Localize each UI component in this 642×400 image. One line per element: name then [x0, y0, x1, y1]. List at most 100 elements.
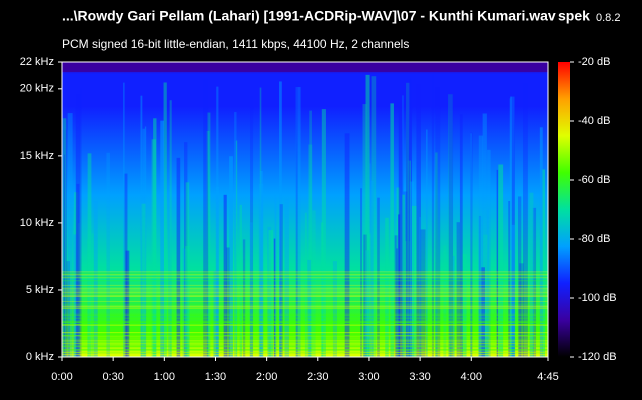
- spectrum-streak: [258, 183, 264, 357]
- spectrum-streak: [478, 216, 483, 357]
- spectrum-band: [62, 295, 548, 297]
- spectrum-band: [62, 315, 548, 317]
- spectrum-band: [62, 307, 548, 309]
- spectrum-streak: [242, 239, 246, 357]
- spectrum-streak: [479, 215, 481, 357]
- spectrum-band: [62, 294, 548, 296]
- spectrum-streak: [478, 135, 484, 357]
- spectrum-streak: [496, 169, 499, 357]
- spectrum-streak: [377, 197, 380, 357]
- spectrum-band: [62, 342, 548, 344]
- spectrum-band: [62, 324, 548, 326]
- spectrum-streak: [62, 129, 67, 357]
- spectrum-band: [62, 307, 548, 309]
- spectrum-streak: [344, 133, 350, 357]
- spectrum-band: [62, 332, 548, 334]
- app-version: 0.8.2: [596, 12, 620, 24]
- spectrum-streak: [523, 83, 528, 357]
- spectrum-streak: [284, 199, 289, 357]
- spectrum-streak: [397, 214, 401, 357]
- spectrum-streak: [456, 222, 460, 357]
- spectrum-streak: [518, 196, 522, 357]
- y-tick-label: 22 kHz: [20, 56, 54, 68]
- spectrum-streak: [371, 76, 377, 357]
- x-tick-label: 3:00: [358, 371, 379, 383]
- spectrum-streak: [409, 181, 415, 357]
- spectrum-band: [62, 321, 548, 323]
- spectrum-band: [62, 323, 548, 325]
- spectrum-streak: [390, 103, 394, 357]
- spectrum-streak: [396, 248, 399, 357]
- spectrum-band: [62, 292, 548, 294]
- spectrum-streak: [459, 114, 463, 357]
- spectrum-streak: [487, 149, 491, 357]
- spectrum-streak: [529, 204, 534, 357]
- file-title: ...\Rowdy Gari Pellam (Lahari) [1991-ACD…: [62, 8, 556, 24]
- spectrum-band: [62, 305, 548, 307]
- spectrum-streak: [483, 234, 488, 357]
- spectrum-streak: [435, 152, 438, 357]
- spectrum-streak: [321, 109, 326, 357]
- spectrum-band: [62, 277, 548, 279]
- spectrum-band: [62, 280, 548, 282]
- spectrum-streak: [363, 234, 367, 357]
- spectrum-streak: [511, 224, 516, 357]
- spectrum-streak: [182, 248, 187, 357]
- spectrum-streak: [470, 132, 473, 357]
- spectrum-streak: [486, 209, 489, 357]
- spectrum-band: [62, 349, 548, 351]
- spectrum-streak: [482, 113, 487, 357]
- spectrum-streak: [419, 217, 422, 357]
- spectrum-streak: [450, 255, 452, 357]
- spectrum-streak: [75, 94, 81, 357]
- plot-frame: [61, 61, 549, 358]
- spectrum-streak: [370, 180, 374, 357]
- spectrum-streak: [141, 203, 146, 357]
- spectrum-streak: [226, 247, 230, 357]
- spectrum-band: [62, 338, 548, 340]
- spectrum-streak: [160, 120, 164, 357]
- x-tick-label: 0:00: [51, 371, 72, 383]
- spectrum-band: [62, 293, 548, 295]
- spectrum-streak: [66, 261, 71, 357]
- spectrum-band: [62, 349, 548, 351]
- spectrum-streak: [185, 182, 190, 357]
- spectrum-streak: [470, 133, 472, 357]
- subtitle: PCM signed 16-bit little-endian, 1411 kb…: [62, 37, 409, 51]
- spectrum-streak: [123, 82, 125, 357]
- spectrum-streak: [407, 160, 411, 357]
- spectrum-streak: [142, 128, 146, 357]
- spectrum-streak: [239, 204, 242, 357]
- x-tick-label: 1:30: [205, 371, 226, 383]
- spectrum-streak: [539, 127, 543, 357]
- spectrum-streak: [369, 163, 371, 357]
- spectrum-band: [62, 344, 548, 346]
- spectrum-streak: [362, 104, 367, 357]
- spectrum-streak: [207, 112, 211, 357]
- spectrum-band: [62, 284, 548, 286]
- spectrum-streak: [498, 164, 504, 357]
- x-tick-label: 4:45: [537, 371, 558, 383]
- spectrum-band: [62, 352, 548, 354]
- spectrum-streak: [64, 154, 66, 357]
- spectrum-streak: [185, 246, 190, 357]
- spectrum-streak: [168, 185, 172, 357]
- spectrum-streak: [93, 201, 98, 357]
- spectrum-streak: [411, 205, 417, 357]
- colorbar-tick-label: -20 dB: [578, 56, 610, 68]
- spectrum-streak: [163, 82, 167, 357]
- y-tick-label: 20 kHz: [20, 83, 54, 95]
- spectrum-band: [62, 352, 548, 354]
- colorbar-tick-label: -80 dB: [578, 233, 610, 245]
- spectrum-band: [62, 273, 548, 275]
- x-tick-label: 2:30: [307, 371, 328, 383]
- spectrum-streak: [385, 217, 389, 357]
- spectrum-streak: [309, 110, 312, 357]
- spectrum-band: [62, 321, 548, 323]
- spectrum-band: [62, 346, 548, 348]
- spectrum-streak: [320, 222, 324, 357]
- spectrum-streak: [295, 87, 301, 357]
- spectrum-streak: [405, 241, 411, 357]
- colorbar-tick-label: -60 dB: [578, 174, 610, 186]
- spectrum-band: [62, 272, 548, 274]
